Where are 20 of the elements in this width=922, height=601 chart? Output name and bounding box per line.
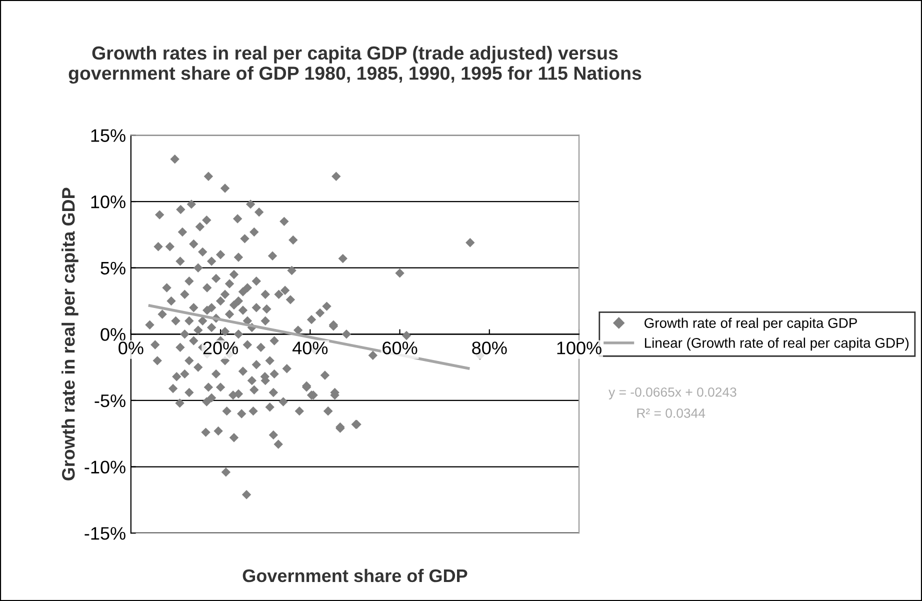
x-tick-label: 80% bbox=[472, 342, 507, 354]
x-tick-label: 40% bbox=[292, 342, 328, 354]
text: y = -0.0665x + 0.0243 bbox=[608, 387, 736, 400]
y-axis-title: Growth rate in real per capita GDP bbox=[62, 188, 78, 480]
x-tick-label: 60% bbox=[382, 342, 418, 354]
y-tick-label: 15% bbox=[91, 129, 126, 142]
legend-label: Growth rate of real per capita GDP bbox=[644, 318, 857, 331]
x-tick-label: 100% bbox=[557, 342, 602, 354]
legend-label: Linear (Growth rate of real per capita GDP) bbox=[644, 338, 909, 351]
text: R² = 0.0344 bbox=[637, 408, 706, 418]
x-axis-title: Government share of GDP bbox=[242, 568, 468, 582]
chart-title: Growth rates in real per capita GDP (trade adjusted) versus government share of GDP 1980, 1985, 1990, 1995 for 115 Nations bbox=[68, 46, 642, 84]
y-tick-label: 10% bbox=[91, 195, 126, 208]
y-tick-label: -15% bbox=[84, 527, 126, 540]
y-tick-label: 5% bbox=[100, 262, 126, 275]
x-tick-label: 0% bbox=[118, 342, 144, 354]
y-tick-label: -10% bbox=[84, 460, 126, 474]
y-tick-label: 0% bbox=[100, 328, 126, 341]
x-tick-label: 20% bbox=[203, 342, 238, 354]
y-tick-label: -5% bbox=[94, 394, 126, 408]
